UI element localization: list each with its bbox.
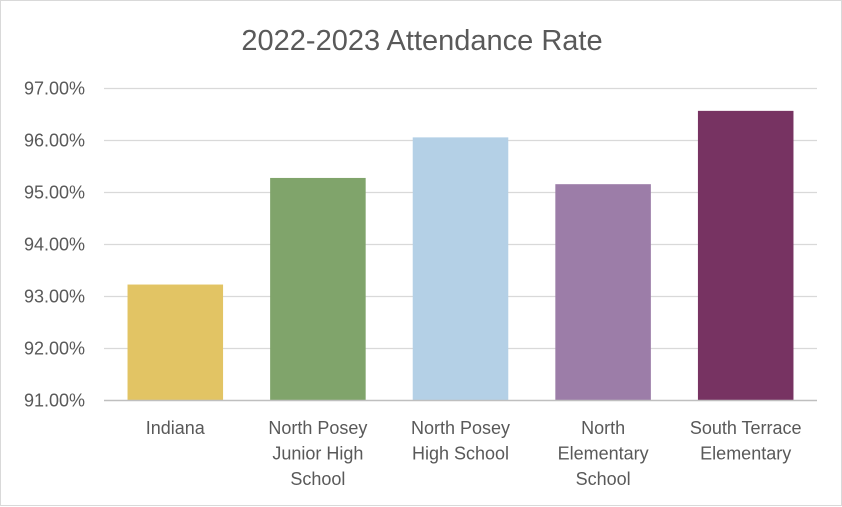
- y-tick-label: 96.00%: [24, 131, 85, 151]
- bar: [127, 284, 224, 401]
- x-category-label: Indiana: [146, 418, 206, 438]
- y-tick-label: 92.00%: [24, 339, 85, 359]
- bar: [697, 110, 794, 401]
- y-tick-label: 97.00%: [24, 79, 85, 99]
- y-axis-tick-labels: 91.00% 92.00% 93.00% 94.00% 95.00% 96.00% 97.0…: [24, 79, 85, 411]
- bar: [555, 184, 651, 401]
- chart-title: 2022-2023 Attendance Rate: [241, 25, 602, 57]
- x-category-label: North Posey Junior High School: [268, 418, 367, 489]
- bars: [127, 110, 794, 401]
- y-tick-label: 94.00%: [24, 235, 85, 255]
- bar: [270, 177, 366, 401]
- y-tick-label: 93.00%: [24, 287, 85, 307]
- y-tick-label: 91.00%: [24, 391, 85, 411]
- bar: [412, 137, 509, 401]
- x-axis-category-labels: Indiana North Posey Junior High School North…: [146, 418, 802, 489]
- x-category-label: South Terrace Elementary: [690, 418, 802, 464]
- x-category-label: North Posey High School: [411, 418, 510, 464]
- x-category-label: North Elementary School: [558, 418, 649, 489]
- y-tick-label: 95.00%: [24, 183, 85, 203]
